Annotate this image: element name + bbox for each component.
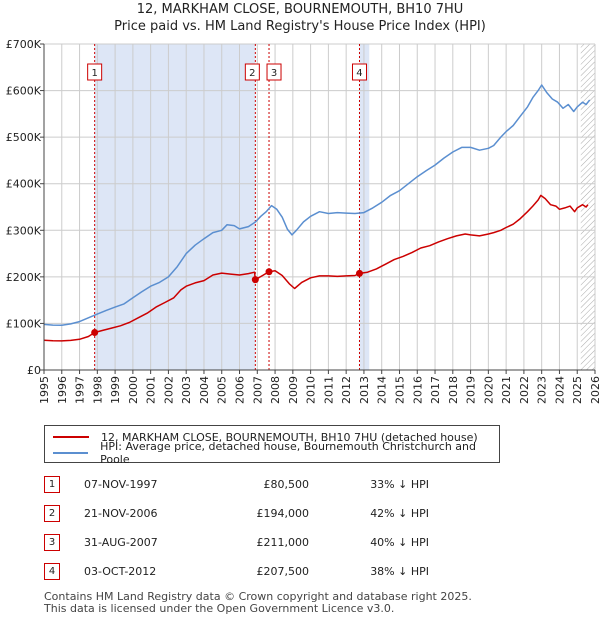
legend-label-property: 12, MARKHAM CLOSE, BOURNEMOUTH, BH10 7HU…	[101, 430, 478, 444]
sale-hpi-diff: 33% ↓ HPI	[370, 478, 429, 491]
x-tick-label: 2025	[571, 376, 584, 404]
y-tick-label: £200K	[6, 271, 42, 284]
x-tick-label: 2023	[536, 376, 549, 404]
sale-number-box	[351, 63, 367, 81]
sale-date: 21-NOV-2006	[84, 507, 158, 520]
sale-price: £211,000	[256, 536, 310, 549]
sale-number-badge: 4	[44, 563, 60, 580]
x-tick-label: 1997	[74, 376, 87, 404]
x-tick-label: 2014	[376, 376, 389, 404]
y-tick-label: £300K	[6, 224, 42, 237]
legend-item-property: 12, MARKHAM CLOSE, BOURNEMOUTH, BH10 7HU…	[53, 429, 478, 445]
sale-number-label: 2	[249, 68, 255, 79]
sale-number-box	[244, 63, 260, 81]
table-row: 2 21-NOV-2006 £194,000 42% ↓ HPI	[44, 499, 449, 528]
x-tick-label: 2004	[198, 376, 211, 404]
x-tick-label: 2003	[180, 376, 193, 404]
x-tick-label: 2022	[518, 376, 531, 404]
sale-number-label: 1	[91, 68, 97, 79]
table-row: 1 07-NOV-1997 £80,500 33% ↓ HPI	[44, 470, 449, 499]
legend-item-hpi: HPI: Average price, detached house, Bour…	[53, 440, 499, 466]
x-tick-label: 2007	[251, 376, 264, 404]
sale-number-box	[87, 63, 103, 81]
sale-number-badge: 2	[44, 505, 60, 522]
y-tick-label: £500K	[6, 131, 42, 144]
sale-date: 03-OCT-2012	[84, 565, 157, 578]
x-tick-label: 2006	[234, 376, 247, 404]
x-tick-label: 2002	[162, 376, 175, 404]
x-tick-label: 2001	[145, 376, 158, 404]
chart-title: 12, MARKHAM CLOSE, BOURNEMOUTH, BH10 7HU	[136, 2, 464, 17]
sale-point	[91, 329, 99, 337]
sale-point	[265, 268, 273, 276]
x-tick-label: 2018	[447, 376, 460, 404]
sale-hpi-diff: 42% ↓ HPI	[370, 507, 429, 520]
x-tick-label: 2010	[305, 376, 318, 404]
legend-swatch-property	[53, 436, 89, 438]
table-row: 3 31-AUG-2007 £211,000 40% ↓ HPI	[44, 528, 449, 557]
y-tick-label: £0	[27, 364, 41, 377]
y-tick-label: £400K	[6, 178, 42, 191]
legend-label-hpi: HPI: Average price, detached house, Bour…	[100, 440, 477, 466]
sale-point	[251, 276, 259, 284]
sale-hpi-diff: 40% ↓ HPI	[370, 536, 429, 549]
x-tick-label: 2009	[287, 376, 300, 404]
x-tick-label: 2012	[340, 376, 353, 404]
sale-number-badge: 1	[44, 476, 60, 493]
hpi-line	[43, 84, 591, 327]
x-tick-label: 2021	[500, 376, 513, 404]
property-price-line	[43, 194, 589, 342]
chart-legend: 12, MARKHAM CLOSE, BOURNEMOUTH, BH10 7HU…	[44, 425, 500, 466]
x-tick-label: 2013	[358, 376, 371, 404]
x-tick-label: 2026	[589, 376, 600, 404]
sale-hpi-diff: 38% ↓ HPI	[370, 565, 429, 578]
shaded-range	[94, 44, 256, 370]
sale-number-label: 4	[356, 68, 362, 79]
sales-table: 1 07-NOV-1997 £80,500 33% ↓ HPI 2 21-NOV…	[44, 470, 449, 586]
sale-point	[355, 269, 363, 277]
sale-date: 07-NOV-1997	[84, 478, 158, 491]
sale-number-label: 3	[271, 68, 277, 79]
footer-licence: This data is licensed under the Open Gov…	[44, 602, 395, 615]
sale-price: £80,500	[263, 478, 310, 491]
sale-number-badge: 3	[44, 534, 60, 551]
sale-price: £207,500	[256, 565, 310, 578]
x-tick-label: 2020	[482, 376, 495, 404]
x-tick-label: 2017	[429, 376, 442, 404]
x-tick-label: 2016	[411, 376, 424, 404]
y-tick-label: £100K	[6, 317, 42, 330]
x-tick-label: 1998	[91, 376, 104, 404]
legend-swatch-hpi	[53, 452, 89, 454]
hatched-region	[580, 44, 595, 370]
x-tick-label: 1996	[56, 376, 69, 404]
x-tick-label: 2015	[393, 376, 406, 404]
sale-date: 31-AUG-2007	[84, 536, 158, 549]
sale-price: £194,000	[256, 507, 310, 520]
y-tick-label: £700K	[6, 38, 42, 51]
table-row: 4 03-OCT-2012 £207,500 38% ↓ HPI	[44, 557, 449, 586]
x-tick-label: 2005	[216, 376, 229, 404]
x-tick-label: 2000	[127, 376, 140, 404]
y-tick-label: £600K	[6, 85, 42, 98]
footer-copyright: Contains HM Land Registry data © Crown c…	[44, 590, 472, 603]
price-chart: 1 2 3 4 £0 £100K £200K £300K £400K £500K £600K £70…	[6, 38, 600, 404]
x-tick-label: 2024	[553, 376, 566, 404]
x-tick-label: 1999	[109, 376, 122, 404]
x-tick-label: 1995	[38, 376, 51, 404]
x-tick-label: 2019	[465, 376, 478, 404]
x-tick-label: 2008	[269, 376, 282, 404]
chart-subtitle: Price paid vs. HM Land Registry's House …	[114, 19, 486, 34]
x-tick-label: 2011	[322, 376, 335, 404]
sale-number-box	[266, 63, 282, 81]
